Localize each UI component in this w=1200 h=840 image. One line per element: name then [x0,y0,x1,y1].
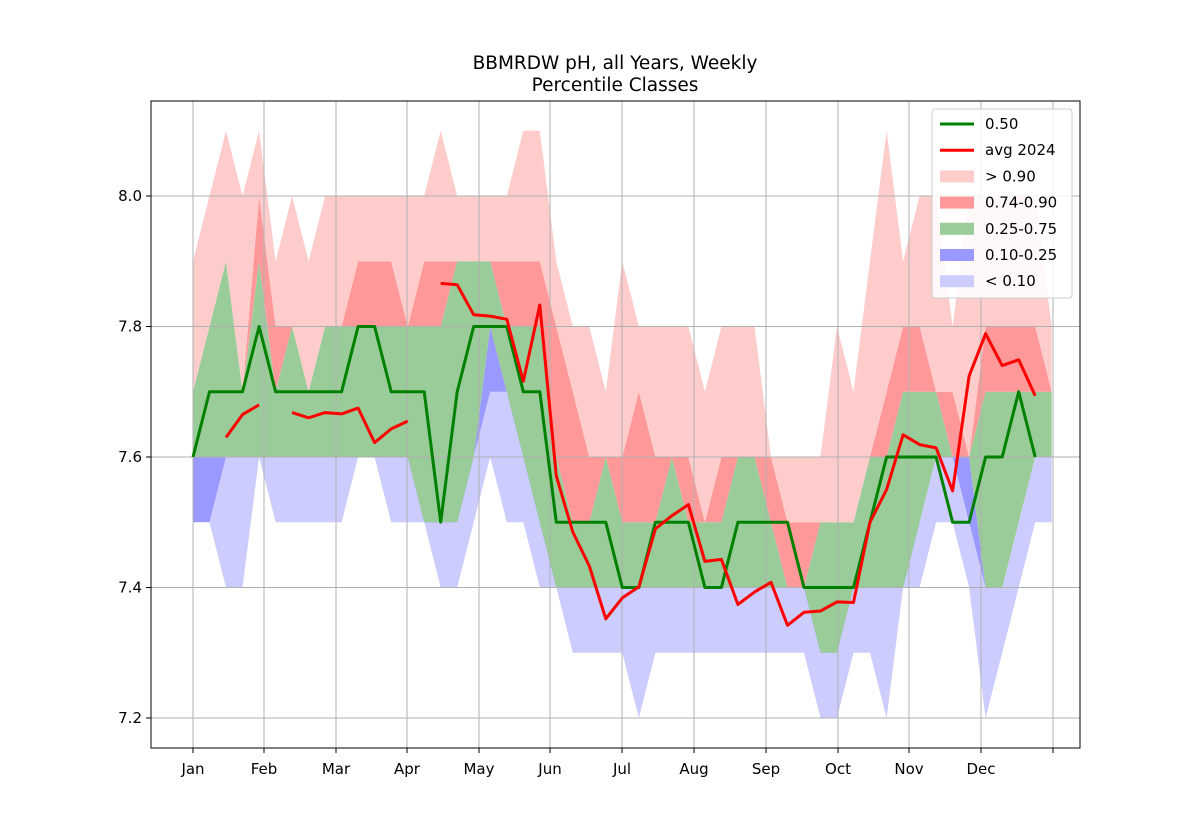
x-tick-label: Jan [180,760,204,778]
legend-label: avg 2024 [985,141,1056,159]
y-tick-label: 7.6 [118,448,142,466]
legend-swatch-patch [940,170,974,183]
series-lines [191,281,1037,627]
x-tick-label: Aug [679,760,708,778]
x-tick-label: Dec [966,760,995,778]
legend-swatch-patch [940,249,974,261]
x-tick-label: May [463,760,494,778]
chart-subtitle: Percentile Classes [532,75,699,96]
legend-label: < 0.10 [985,272,1036,290]
y-tick-label: 7.2 [118,709,142,727]
x-axis: Jan Feb Mar Apr May Jun Jul Aug Sep Oct Nov Dec [180,748,1054,778]
legend-label: 0.10-0.25 [985,246,1057,264]
chart-title: BBMRDW pH, all Years, Weekly [473,53,758,74]
legend-label: > 0.90 [985,167,1036,185]
avg-2024-line [224,281,1037,627]
legend-label: 0.50 [985,115,1018,133]
x-tick-label: Oct [825,760,851,778]
x-tick-label: Feb [251,760,278,778]
legend-label: 0.74-0.90 [985,194,1057,212]
legend-swatch-patch [940,222,974,235]
x-tick-label: Jul [612,760,631,778]
legend-swatch-patch [940,196,974,209]
band-025-075 [193,261,1052,653]
plot-frame [150,100,1081,749]
x-tick-label: Mar [322,760,351,778]
x-tick-label: Apr [394,760,421,778]
y-axis: 7.2 7.4 7.6 7.8 8.0 [118,187,151,727]
legend-label: 0.25-0.75 [985,220,1057,238]
x-tick-label: Sep [752,760,780,778]
legend-swatch-patch [940,275,974,288]
x-tick-label: Nov [894,760,923,778]
y-tick-label: 8.0 [118,187,142,205]
legend: 0.50 avg 2024 > 0.90 0.74-0.90 0.25-0.75 0.10… [931,108,1073,299]
x-tick-label: Jun [537,760,561,778]
y-tick-label: 7.4 [118,579,142,597]
y-tick-label: 7.8 [118,318,142,336]
